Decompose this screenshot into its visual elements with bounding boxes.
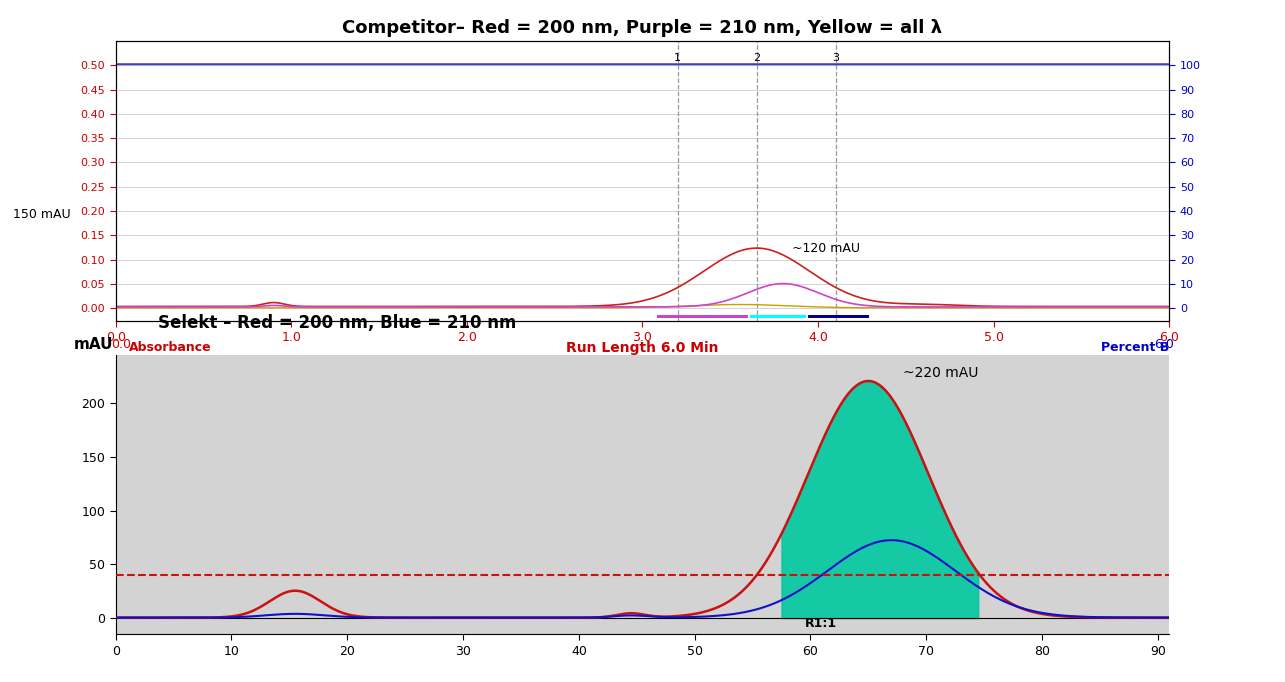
Text: ~120 mAU: ~120 mAU (792, 243, 860, 256)
Text: 3: 3 (833, 53, 839, 63)
Text: Run Length 6.0 Min: Run Length 6.0 Min (567, 341, 718, 355)
Text: mAU: mAU (73, 337, 113, 352)
Text: Absorbance: Absorbance (128, 341, 211, 354)
Text: ~220 mAU: ~220 mAU (903, 366, 978, 381)
Text: Selekt – Red = 200 nm, Blue = 210 nm: Selekt – Red = 200 nm, Blue = 210 nm (158, 314, 517, 332)
Bar (807, 314, 869, 318)
Bar (657, 314, 748, 318)
Text: Percent B: Percent B (1101, 341, 1169, 354)
Text: 0.0: 0.0 (111, 338, 131, 351)
Text: R1:1: R1:1 (804, 617, 837, 629)
Title: Competitor– Red = 200 nm, Purple = 210 nm, Yellow = all λ: Competitor– Red = 200 nm, Purple = 210 n… (343, 18, 942, 37)
Text: 2: 2 (753, 53, 761, 63)
Text: 150 mAU: 150 mAU (13, 208, 71, 222)
Text: 6.0: 6.0 (1154, 338, 1174, 351)
Text: 1: 1 (675, 53, 681, 63)
Bar (749, 314, 806, 318)
